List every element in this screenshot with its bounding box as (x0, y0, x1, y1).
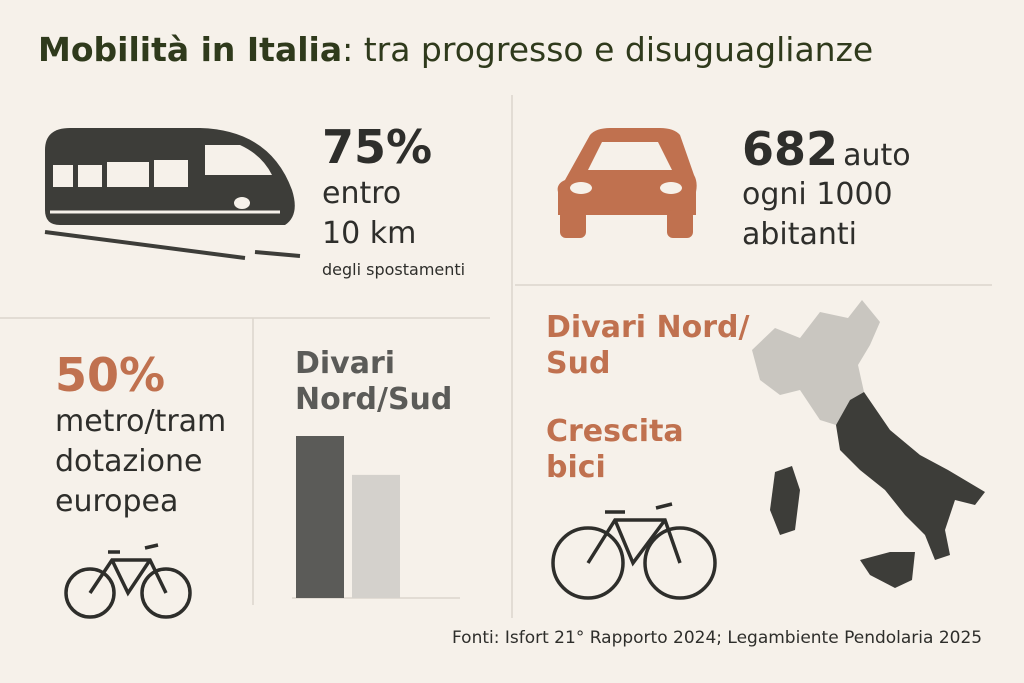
train-note: degli spostamenti (322, 260, 466, 279)
metro-stat: 50% (55, 348, 166, 402)
bar-title-line: Divari (295, 346, 396, 381)
bici-heading: Crescita bici (546, 414, 684, 486)
title-bold: Mobilità in Italia (38, 30, 343, 69)
bar (352, 474, 400, 598)
metro-block: 50% metro/tram dotazione europea (55, 352, 226, 522)
metro-line: metro/tram (55, 404, 227, 439)
bike-icon-right (551, 502, 717, 600)
car-text: ogni 1000 abitanti (742, 175, 911, 255)
metro-line: dotazione (55, 444, 203, 479)
car-block: 682 auto ogni 1000 abitanti (742, 126, 911, 255)
car-icon (557, 128, 697, 238)
divari-heading: Divari Nord/ Sud (546, 310, 749, 382)
bar-chart-title: Divari Nord/Sud (295, 346, 452, 418)
train-stat: 75% (322, 120, 433, 174)
car-line: ogni 1000 (742, 177, 893, 212)
car-line: abitanti (742, 217, 858, 252)
train-line: entro (322, 176, 402, 211)
bici-line: bici (546, 450, 606, 485)
train-block: 75% entro 10 km degli spostamenti (322, 124, 465, 279)
italy-map (752, 300, 985, 588)
train-line: 10 km (322, 216, 417, 251)
divari-line: Divari Nord/ (546, 310, 750, 345)
divari-line: Sud (546, 346, 611, 381)
train-icon (44, 128, 301, 260)
bike-icon-left (64, 543, 192, 619)
title: Mobilità in Italia: tra progresso e disu… (38, 30, 873, 69)
bar-chart (292, 436, 460, 599)
bar (296, 436, 344, 598)
train-text: entro 10 km (322, 174, 465, 254)
metro-line: europea (55, 484, 179, 519)
bar-title-line: Nord/Sud (295, 382, 453, 417)
source: Fonti: Isfort 21° Rapporto 2024; Legambi… (452, 628, 983, 648)
car-stat: 682 (742, 122, 839, 176)
title-rest: : tra progresso e disuguaglianze (342, 30, 874, 69)
metro-text: metro/tram dotazione europea (55, 402, 226, 522)
bici-line: Crescita (546, 414, 684, 449)
dividers (0, 95, 992, 618)
car-unit: auto (843, 138, 911, 173)
